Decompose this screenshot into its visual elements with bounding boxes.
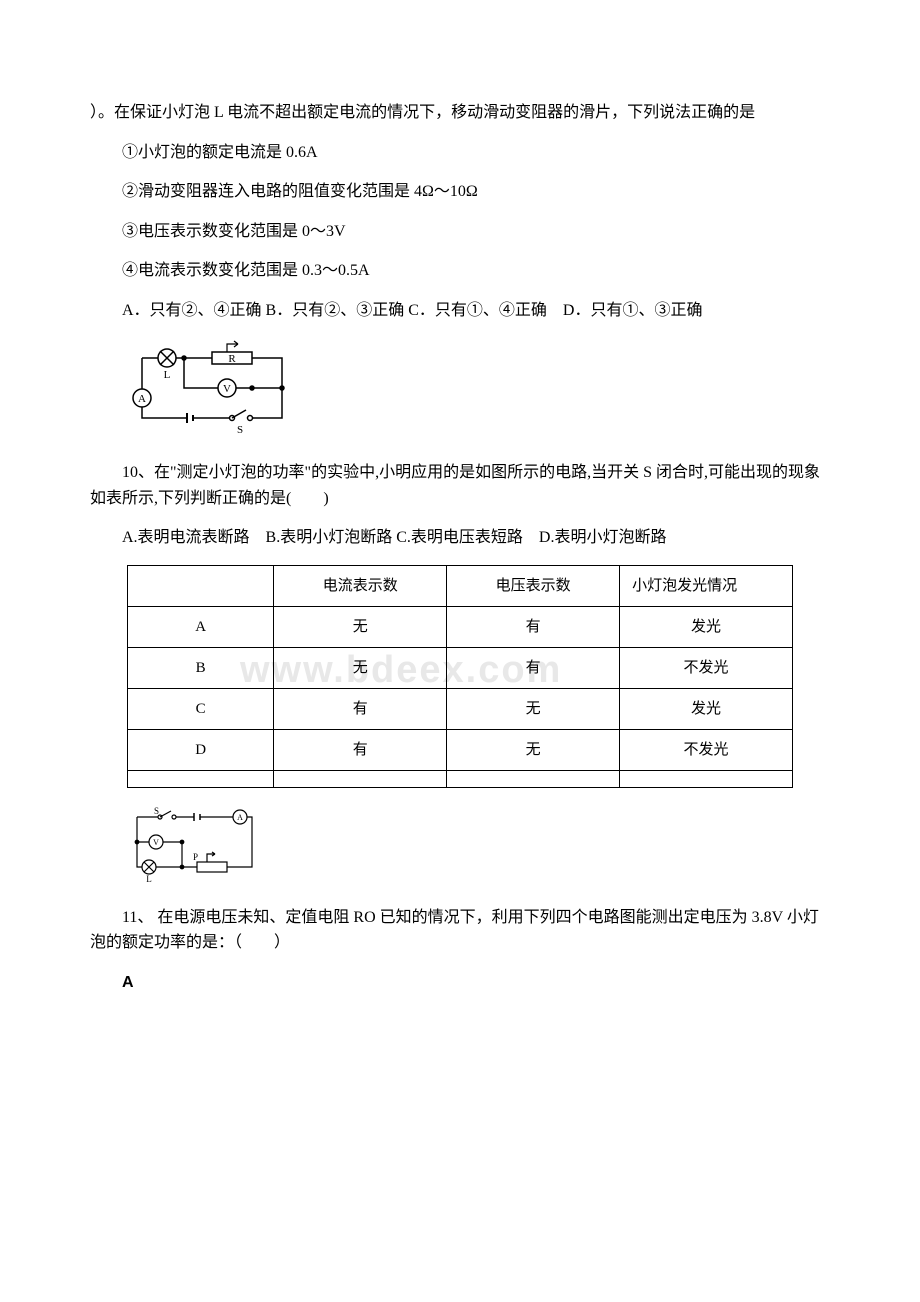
table-row: D 有 无 不发光	[128, 729, 793, 770]
svg-text:V: V	[223, 383, 231, 395]
table-row	[128, 770, 793, 787]
q9-circuit-diagram: L R V A S	[122, 338, 830, 447]
svg-text:R: R	[228, 353, 236, 365]
q9-statement-2: ②滑动变阻器连入电路的阻值变化范围是 4Ω～10Ω	[90, 179, 830, 205]
table-header-3: 小灯泡发光情况	[620, 565, 793, 606]
svg-text:L: L	[146, 874, 152, 882]
table-header-1: 电流表示数	[274, 565, 447, 606]
table-row: C 有 无 发光	[128, 688, 793, 729]
svg-text:L: L	[164, 369, 171, 381]
svg-text:S: S	[154, 806, 159, 816]
q10-options: A.表明电流表断路 B.表明小灯泡断路 C.表明电压表短路 D.表明小灯泡断路	[90, 525, 830, 551]
svg-text:A: A	[237, 813, 243, 822]
table-row: B 无 有 不发光	[128, 647, 793, 688]
q10-text: 10、在"测定小灯泡的功率"的实验中,小明应用的是如图所示的电路,当开关 S 闭…	[90, 460, 830, 511]
table-header-2: 电压表示数	[447, 565, 620, 606]
q9-intro: ）。在保证小灯泡 L 电流不超出额定电流的情况下，移动滑动变阻器的滑片，下列说法…	[90, 100, 830, 126]
q9-statement-4: ④电流表示数变化范围是 0.3～0.5A	[90, 258, 830, 284]
q9-statement-1: ①小灯泡的额定电流是 0.6A	[90, 140, 830, 166]
svg-text:P: P	[193, 852, 198, 862]
table-row: A 无 有 发光	[128, 606, 793, 647]
q10-table: 电流表示数 电压表示数 小灯泡发光情况 A 无 有 发光 B 无 有 不发光 C…	[127, 565, 793, 788]
q11-text: 11、 在电源电压未知、定值电阻 RO 已知的情况下，利用下列四个电路图能测出定…	[90, 905, 830, 956]
q10-circuit-diagram: S A V P L	[122, 802, 830, 891]
svg-text:A: A	[138, 393, 146, 405]
q9-options: A．只有②、④正确 B．只有②、③正确 C．只有①、④正确 D．只有①、③正确	[90, 298, 830, 324]
q11-answer: A	[122, 970, 830, 996]
svg-text:V: V	[153, 838, 159, 847]
q9-statement-3: ③电压表示数变化范围是 0～3V	[90, 219, 830, 245]
svg-text:S: S	[237, 424, 243, 436]
table-header-0	[128, 565, 274, 606]
